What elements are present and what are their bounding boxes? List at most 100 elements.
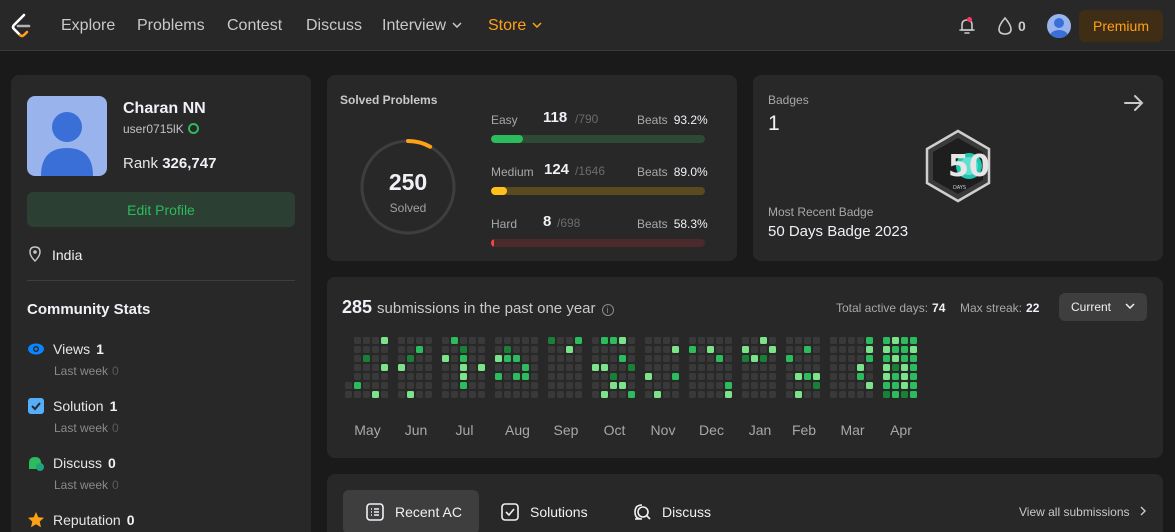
heatmap-cell[interactable] [689, 364, 696, 371]
heatmap-cell[interactable] [689, 382, 696, 389]
heatmap-cell[interactable] [531, 373, 538, 380]
heatmap-cell[interactable] [531, 364, 538, 371]
heatmap-cell[interactable] [407, 391, 414, 398]
nav-store[interactable]: Store [488, 17, 542, 35]
heatmap-cell[interactable] [460, 373, 467, 380]
heatmap-cell[interactable] [478, 337, 485, 344]
heatmap-cell[interactable] [495, 382, 502, 389]
heatmap-cell[interactable] [707, 364, 714, 371]
heatmap-cell[interactable] [813, 346, 820, 353]
heatmap-cell[interactable] [654, 364, 661, 371]
heatmap-cell[interactable] [531, 391, 538, 398]
heatmap-cell[interactable] [425, 364, 432, 371]
heatmap-cell[interactable] [442, 391, 449, 398]
heatmap-cell[interactable] [645, 391, 652, 398]
heatmap-cell[interactable] [910, 382, 917, 389]
heatmap-cell[interactable] [495, 346, 502, 353]
heatmap-cell[interactable] [381, 337, 388, 344]
heatmap-cell[interactable] [725, 373, 732, 380]
heatmap-cell[interactable] [848, 337, 855, 344]
heatmap-cell[interactable] [910, 355, 917, 362]
heatmap-cell[interactable] [901, 382, 908, 389]
heatmap-cell[interactable] [610, 364, 617, 371]
heatmap-cell[interactable] [619, 346, 626, 353]
heatmap-cell[interactable] [813, 382, 820, 389]
heatmap-cell[interactable] [354, 364, 361, 371]
heatmap-cell[interactable] [892, 364, 899, 371]
heatmap-cell[interactable] [575, 355, 582, 362]
heatmap-cell[interactable] [531, 382, 538, 389]
heatmap-cell[interactable] [830, 373, 837, 380]
heatmap-cell[interactable] [804, 364, 811, 371]
heatmap-cell[interactable] [575, 373, 582, 380]
heatmap-cell[interactable] [663, 382, 670, 389]
heatmap-cell[interactable] [707, 373, 714, 380]
heatmap-cell[interactable] [513, 391, 520, 398]
heatmap-cell[interactable] [513, 382, 520, 389]
heatmap-cell[interactable] [513, 364, 520, 371]
streak-count[interactable]: 0 [1018, 18, 1026, 34]
heatmap-cell[interactable] [469, 355, 476, 362]
heatmap-cell[interactable] [769, 346, 776, 353]
heatmap-cell[interactable] [813, 364, 820, 371]
heatmap-cell[interactable] [672, 355, 679, 362]
heatmap-cell[interactable] [628, 364, 635, 371]
heatmap-cell[interactable] [513, 373, 520, 380]
heatmap-cell[interactable] [689, 337, 696, 344]
heatmap-cell[interactable] [442, 364, 449, 371]
heatmap-cell[interactable] [451, 391, 458, 398]
heatmap-cell[interactable] [354, 355, 361, 362]
heatmap-cell[interactable] [522, 391, 529, 398]
heatmap-cell[interactable] [601, 364, 608, 371]
heatmap-cell[interactable] [469, 364, 476, 371]
heatmap-cell[interactable] [566, 373, 573, 380]
heatmap-cell[interactable] [363, 346, 370, 353]
heatmap-cell[interactable] [566, 337, 573, 344]
heatmap-cell[interactable] [504, 355, 511, 362]
view-all-submissions-link[interactable]: View all submissions [1019, 505, 1147, 519]
avatar-icon[interactable] [1047, 14, 1071, 38]
heatmap-cell[interactable] [354, 346, 361, 353]
heatmap-cell[interactable] [372, 391, 379, 398]
heatmap-cell[interactable] [592, 373, 599, 380]
heatmap-cell[interactable] [857, 382, 864, 389]
heatmap-cell[interactable] [407, 364, 414, 371]
heatmap-cell[interactable] [883, 355, 890, 362]
heatmap-cell[interactable] [522, 382, 529, 389]
heatmap-cell[interactable] [575, 364, 582, 371]
heatmap-cell[interactable] [407, 373, 414, 380]
heatmap-cell[interactable] [645, 364, 652, 371]
heatmap-cell[interactable] [848, 364, 855, 371]
heatmap-cell[interactable] [354, 337, 361, 344]
heatmap-cell[interactable] [416, 382, 423, 389]
nav-problems[interactable]: Problems [137, 17, 205, 34]
heatmap-cell[interactable] [557, 346, 564, 353]
heatmap-cell[interactable] [460, 337, 467, 344]
heatmap-cell[interactable] [707, 337, 714, 344]
heatmap-cell[interactable] [698, 391, 705, 398]
heatmap-cell[interactable] [495, 373, 502, 380]
heatmap-cell[interactable] [645, 337, 652, 344]
heatmap-cell[interactable] [857, 373, 864, 380]
heatmap-cell[interactable] [522, 364, 529, 371]
heatmap-cell[interactable] [619, 364, 626, 371]
heatmap-cell[interactable] [769, 382, 776, 389]
heatmap-cell[interactable] [451, 355, 458, 362]
heatmap-cell[interactable] [575, 337, 582, 344]
heatmap-cell[interactable] [760, 355, 767, 362]
heatmap-cell[interactable] [795, 364, 802, 371]
heatmap-cell[interactable] [804, 355, 811, 362]
heatmap-cell[interactable] [548, 346, 555, 353]
heatmap-cell[interactable] [910, 337, 917, 344]
heatmap-cell[interactable] [857, 391, 864, 398]
arrow-right-icon[interactable] [1123, 93, 1145, 113]
heatmap-cell[interactable] [654, 382, 661, 389]
heatmap-cell[interactable] [830, 355, 837, 362]
heatmap-cell[interactable] [848, 382, 855, 389]
heatmap-cell[interactable] [716, 391, 723, 398]
heatmap-cell[interactable] [407, 382, 414, 389]
heatmap-cell[interactable] [795, 355, 802, 362]
heatmap-cell[interactable] [495, 391, 502, 398]
heatmap-cell[interactable] [716, 355, 723, 362]
heatmap-cell[interactable] [548, 364, 555, 371]
